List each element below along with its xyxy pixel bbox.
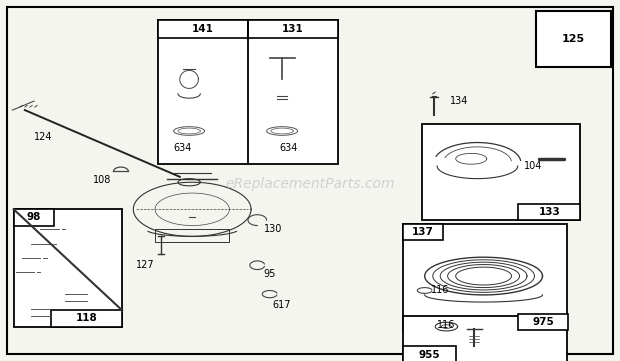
Bar (403, 224, 443, 240)
Text: 98: 98 (27, 212, 41, 222)
Bar (403, 224, 567, 330)
Bar (51, 310, 122, 327)
Bar (248, 20, 338, 38)
Bar (158, 20, 248, 38)
Bar (518, 314, 568, 330)
Bar (158, 20, 338, 164)
Text: 141: 141 (192, 24, 214, 34)
Text: 108: 108 (93, 175, 112, 186)
Text: 634: 634 (279, 143, 298, 153)
Text: 116: 116 (431, 286, 450, 296)
Text: 975: 975 (532, 317, 554, 327)
Text: eReplacementParts.com: eReplacementParts.com (225, 177, 395, 191)
Text: 130: 130 (264, 224, 282, 234)
Text: 137: 137 (412, 227, 434, 237)
Bar (403, 347, 456, 361)
Bar (155, 229, 229, 242)
Text: 955: 955 (418, 349, 440, 360)
Text: 617: 617 (273, 300, 291, 310)
Text: 116: 116 (437, 320, 456, 330)
Text: 124: 124 (34, 132, 53, 142)
Text: 104: 104 (524, 161, 542, 171)
Text: 131: 131 (282, 24, 304, 34)
Bar (14, 209, 122, 327)
Text: 118: 118 (76, 313, 97, 323)
Bar (403, 316, 567, 361)
Text: 127: 127 (136, 260, 155, 270)
Text: 133: 133 (538, 207, 560, 217)
Bar (422, 125, 580, 220)
Bar (518, 204, 580, 220)
Text: 634: 634 (174, 143, 192, 153)
Bar (84, 11, 409, 352)
Text: 95: 95 (264, 269, 276, 279)
Text: 125: 125 (562, 34, 585, 44)
Text: 134: 134 (450, 96, 468, 106)
Bar (536, 11, 611, 67)
Bar (14, 209, 54, 226)
